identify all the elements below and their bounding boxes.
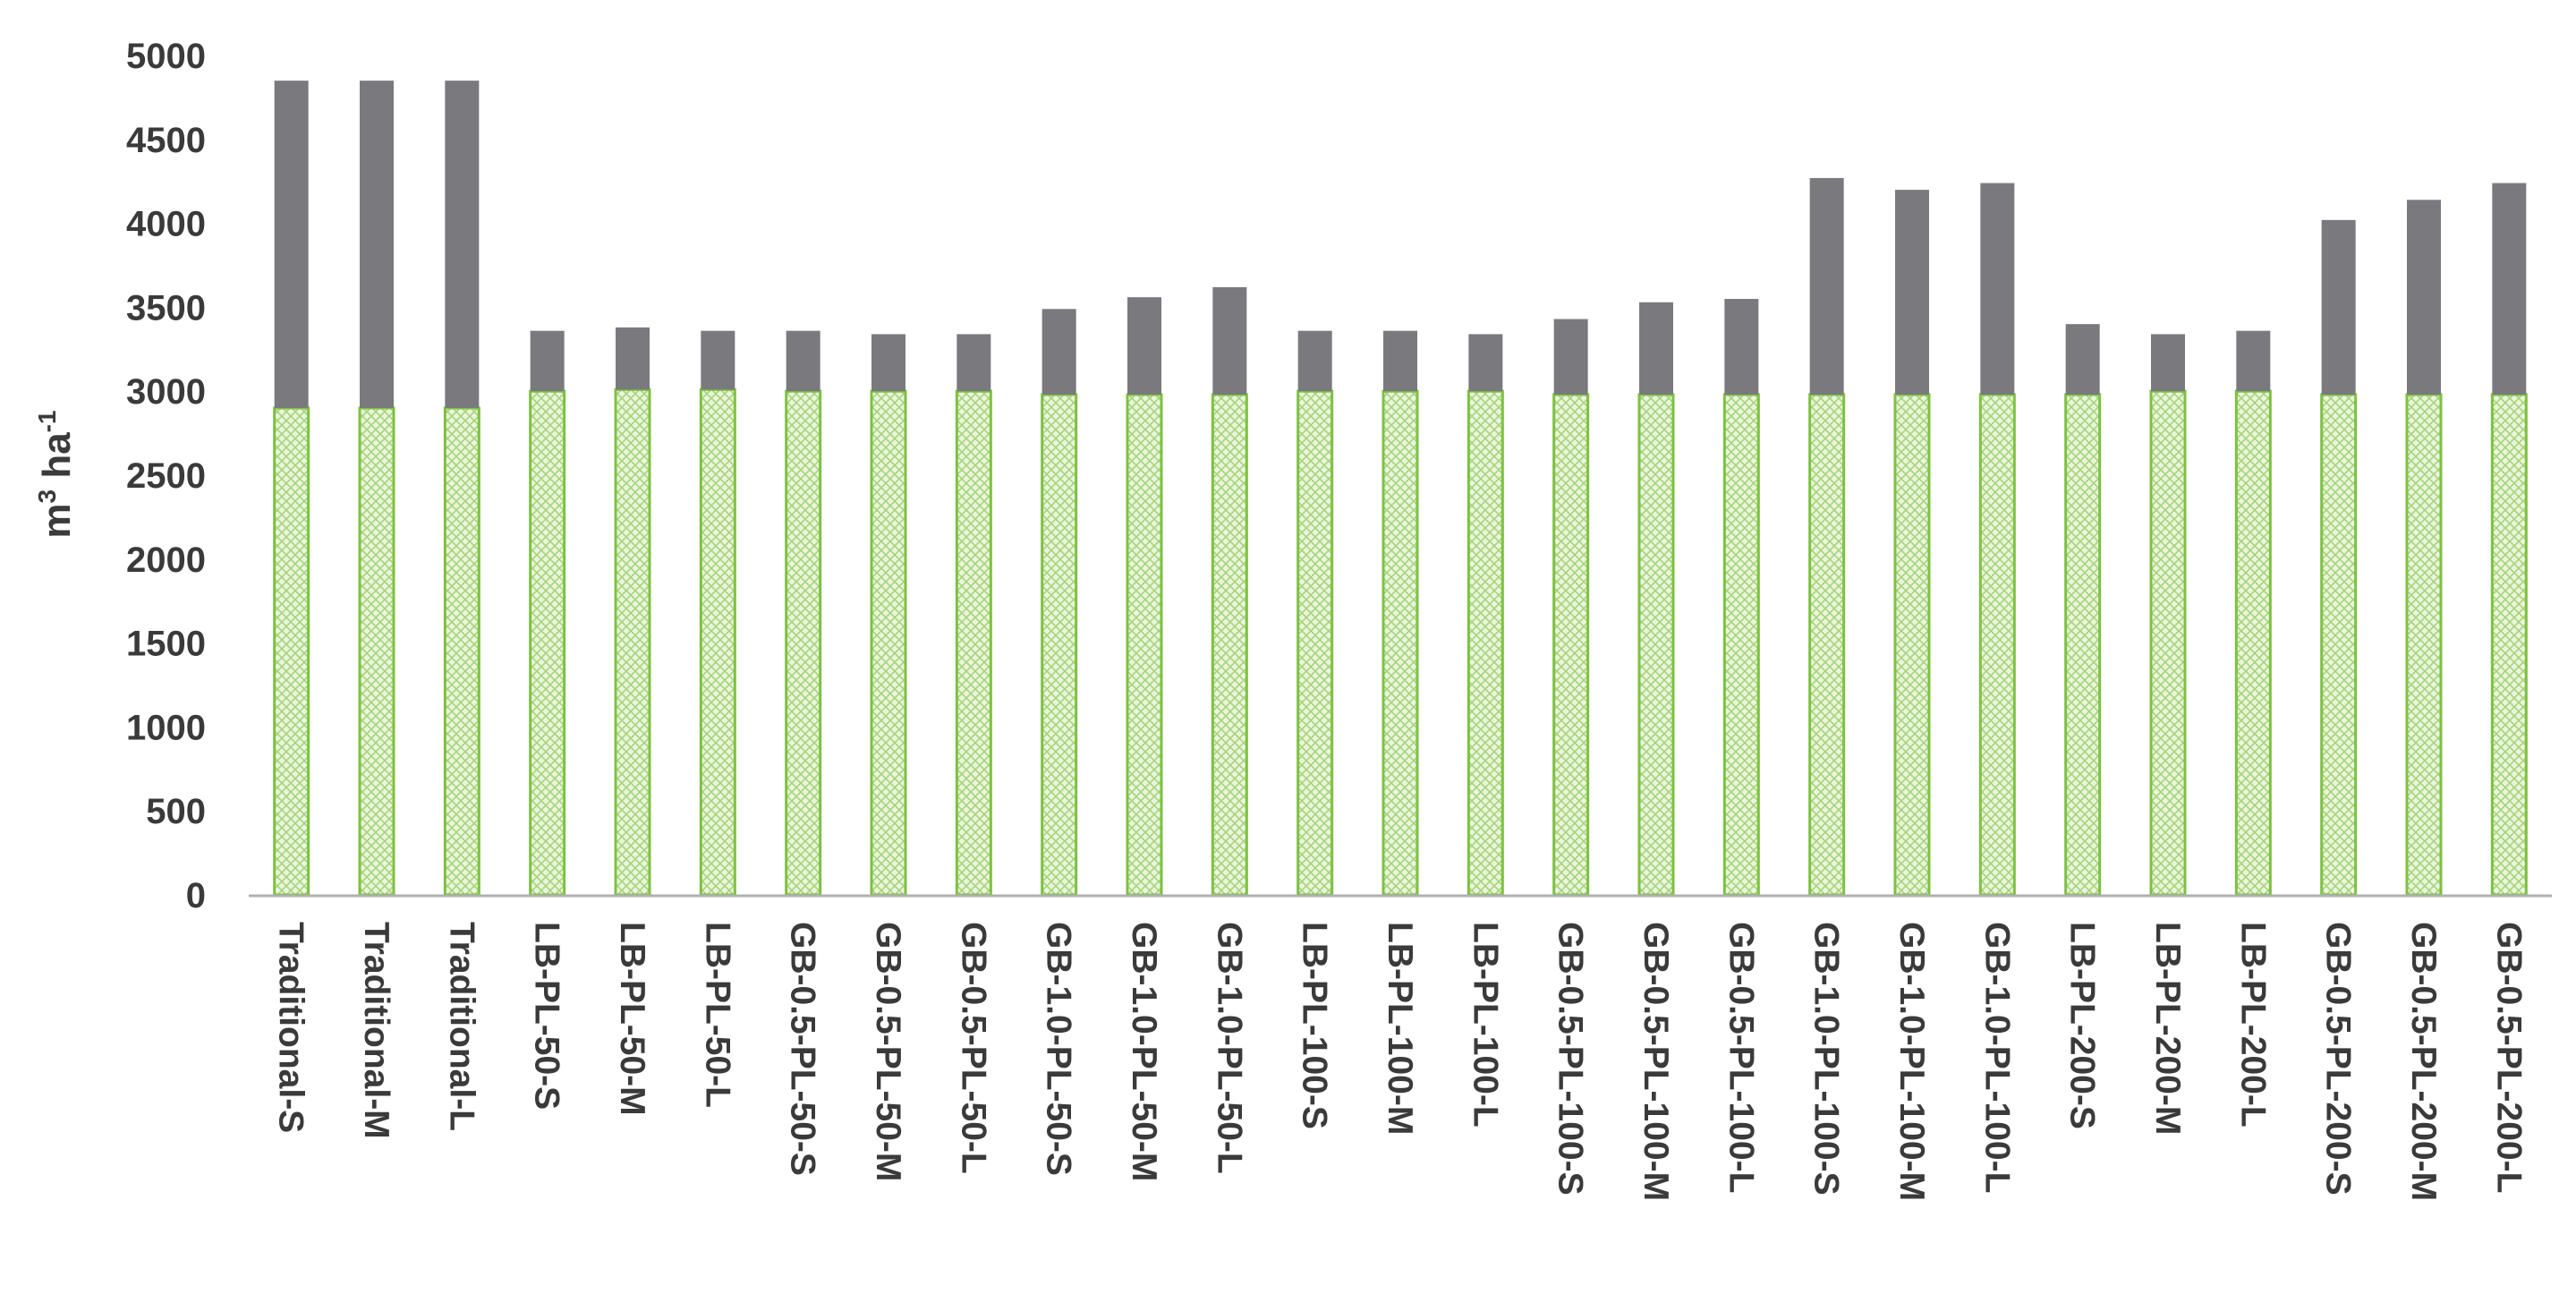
x-category-label: Traditional-S	[272, 922, 310, 1133]
x-category-label: GB-0.5-PL-200-L	[2489, 922, 2528, 1193]
y-tick-label: 1500	[126, 625, 206, 664]
x-category-label: LB-PL-50-S	[528, 922, 566, 1110]
x-category-label: GB-0.5-PL-200-S	[2319, 922, 2358, 1196]
bar-segment-lower	[1722, 393, 1760, 897]
bar-segment-lower	[529, 389, 566, 897]
x-category-label: GB-0.5-PL-50-L	[954, 922, 992, 1174]
y-tick-label: 4500	[126, 121, 206, 160]
bar-segment-upper	[1041, 309, 1076, 395]
bar-segment-upper	[871, 334, 905, 392]
x-category-label: GB-0.5-PL-200-M	[2404, 922, 2443, 1201]
bar-segment-lower	[1297, 389, 1334, 897]
bar-segment-lower	[2320, 393, 2358, 897]
x-category-label: GB-0.5-PL-100-S	[1552, 922, 1590, 1196]
bar-segment-lower	[1211, 393, 1248, 897]
bar-segment-lower	[2490, 393, 2528, 897]
bar-segment-lower	[1978, 393, 2016, 897]
bar-segment-upper	[2236, 330, 2271, 392]
y-tick-label: 5000	[126, 37, 206, 76]
y-tick-label: 3000	[126, 372, 206, 412]
bar-segment-upper	[616, 327, 650, 390]
bar-segment-lower	[2405, 393, 2443, 897]
x-category-label: LB-PL-200-S	[2063, 922, 2102, 1129]
bar-segment-lower	[955, 389, 992, 897]
y-tick-label: 1000	[126, 708, 206, 747]
bar-segment-upper	[1980, 183, 2015, 395]
x-category-label: GB-1.0-PL-100-S	[1807, 922, 1846, 1196]
x-category-label: GB-1.0-PL-100-M	[1892, 922, 1931, 1201]
bar-segment-upper	[445, 81, 480, 408]
x-category-label: GB-0.5-PL-50-M	[869, 922, 907, 1181]
bar-segment-upper	[530, 330, 565, 392]
bar-segment-lower	[699, 387, 736, 897]
bar-segment-upper	[1809, 177, 1844, 395]
bar-segment-upper	[2407, 200, 2441, 395]
bar-segment-lower	[1552, 393, 1590, 897]
bar-segment-upper	[1639, 302, 1673, 395]
bar-segment-lower	[785, 389, 822, 897]
x-category-label: GB-1.0-PL-50-L	[1210, 922, 1248, 1174]
bar-segment-lower	[1467, 389, 1504, 897]
bar-segment-lower	[1041, 393, 1078, 897]
bar-segment-lower	[1637, 393, 1675, 897]
bar-segment-upper	[2065, 324, 2100, 395]
y-tick-label: 2000	[126, 541, 206, 580]
bar-segment-lower	[870, 389, 907, 897]
bar-segment-upper	[1383, 330, 1417, 392]
x-category-label: LB-PL-50-M	[613, 922, 651, 1116]
bar-segment-upper	[701, 330, 735, 390]
x-category-label: Traditional-M	[357, 922, 395, 1139]
bars	[273, 81, 2528, 897]
bar-segment-upper	[274, 81, 309, 408]
x-category-label: GB-0.5-PL-100-M	[1637, 922, 1675, 1201]
bar-segment-lower	[358, 406, 395, 897]
y-axis-ticks: 0 500 1000 1500 2000 2500 3000 3500 4000 4500 5000	[126, 37, 206, 915]
y-axis-title: m3 ha-1	[33, 410, 79, 538]
bar-segment-lower	[1382, 389, 1419, 897]
x-category-label: LB-PL-50-L	[698, 922, 736, 1108]
x-category-label: LB-PL-200-M	[2148, 922, 2187, 1135]
y-tick-label: 0	[186, 876, 206, 915]
x-category-label: GB-1.0-PL-100-L	[1977, 922, 2016, 1193]
bar-segment-upper	[1127, 297, 1161, 395]
bar-segment-upper	[1724, 299, 1759, 395]
bar-segment-upper	[786, 330, 820, 392]
bar-segment-upper	[360, 81, 394, 408]
x-category-label: GB-1.0-PL-50-M	[1125, 922, 1163, 1181]
bar-segment-lower	[2234, 389, 2272, 897]
x-category-label: GB-0.5-PL-100-L	[1722, 922, 1760, 1193]
x-category-label: LB-PL-100-L	[1466, 922, 1504, 1128]
bar-segment-upper	[2151, 334, 2185, 392]
bar-segment-upper	[2492, 183, 2527, 395]
bar-segment-lower	[2064, 393, 2102, 897]
x-category-label: LB-PL-100-S	[1296, 922, 1334, 1129]
bar-segment-upper	[1895, 190, 1929, 395]
y-tick-label: 4000	[126, 205, 206, 244]
bar-segment-upper	[2321, 219, 2356, 395]
bar-segment-upper	[1297, 330, 1332, 392]
x-category-label: GB-1.0-PL-50-S	[1040, 922, 1078, 1176]
bar-segment-lower	[1126, 393, 1163, 897]
bar-segment-lower	[1808, 393, 1846, 897]
bar-segment-lower	[443, 406, 480, 897]
bar-segment-lower	[273, 406, 310, 897]
x-axis-labels: Traditional-S Traditional-M Traditional-L L…	[272, 922, 2529, 1201]
x-category-label: LB-PL-100-M	[1381, 922, 1419, 1135]
bar-segment-lower	[1893, 393, 1931, 897]
bar-segment-lower	[614, 387, 651, 897]
y-tick-label: 500	[146, 792, 206, 831]
bar-segment-lower	[2149, 389, 2187, 897]
bar-segment-upper	[956, 334, 991, 392]
x-category-label: GB-0.5-PL-50-S	[784, 922, 822, 1176]
x-category-label: Traditional-L	[442, 922, 480, 1131]
bar-segment-upper	[1553, 319, 1588, 395]
y-tick-label: 3500	[126, 288, 206, 328]
bar-segment-upper	[1212, 286, 1247, 395]
y-tick-label: 2500	[126, 456, 206, 496]
bar-segment-upper	[1468, 334, 1503, 392]
x-category-label: LB-PL-200-L	[2233, 922, 2272, 1128]
